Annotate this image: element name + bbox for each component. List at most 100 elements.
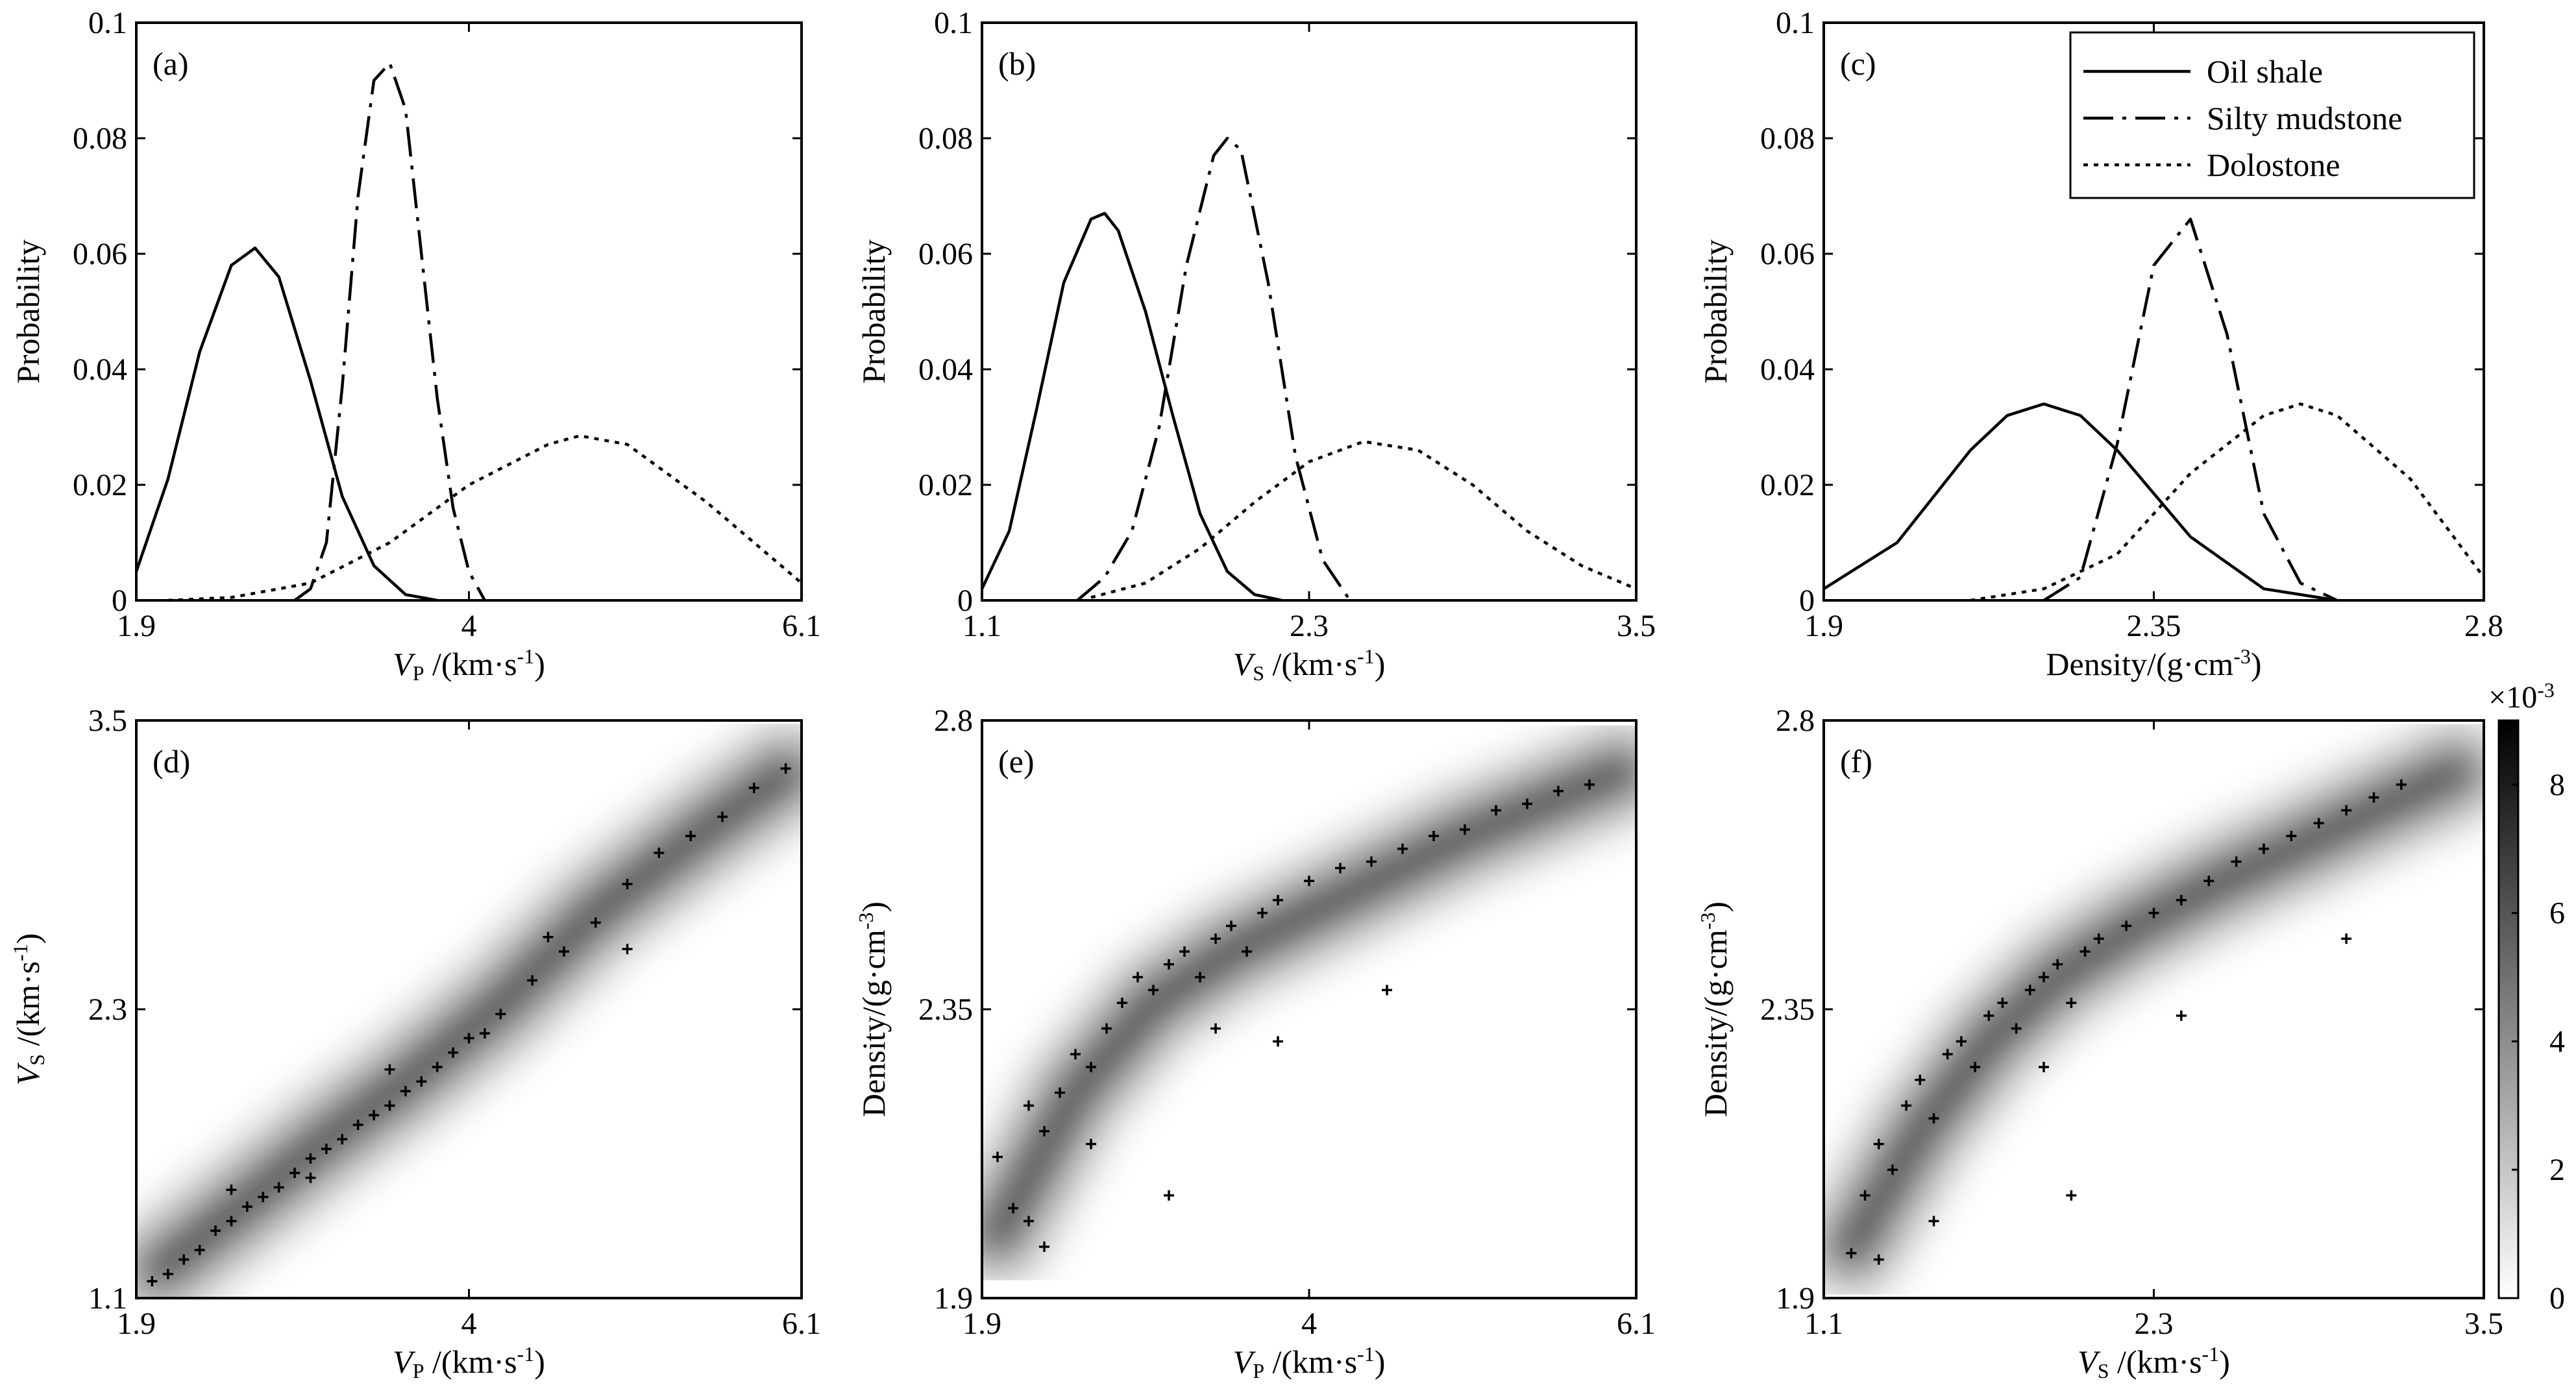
- scatter-point: [1086, 1062, 1096, 1072]
- series-line-oil-shale: [980, 212, 1282, 602]
- scatter-point: [2093, 933, 2104, 944]
- x-tick-label: 1.9: [1804, 609, 1843, 643]
- y-tick-label: 0.1: [934, 6, 973, 40]
- panel-c: 1.9 2.35 2.8 0 0.02 0.04 0.06 0.08 0.1 Density/(g…: [1697, 6, 2503, 682]
- scatter-point: [162, 1268, 173, 1279]
- scatter-point: [273, 1182, 284, 1193]
- y-axis-label: Probability: [855, 239, 892, 384]
- scatter-point: [1491, 805, 1501, 816]
- scatter-point: [305, 1153, 316, 1164]
- scatter-point: [1086, 1138, 1096, 1149]
- plot-layer: 1.9 4 6.1 0 0.02 0.04 0.06 0.08 0.1 VP /(km·s-1) P…: [8, 6, 2565, 1382]
- scatter-point: [258, 1192, 269, 1203]
- scatter-point: [432, 1062, 443, 1072]
- scatter-point: [321, 1144, 332, 1155]
- scatter-point: [1148, 985, 1159, 996]
- x-tick-label: 6.1: [782, 609, 821, 643]
- y-tick-label: 0: [1799, 583, 1815, 618]
- y-tick-label: 0.04: [73, 352, 127, 387]
- y-tick-label: 2.3: [88, 992, 127, 1027]
- scatter-point: [1195, 972, 1205, 983]
- y-tick-label: 2.8: [1776, 704, 1815, 738]
- scatter-point: [1942, 1049, 1953, 1060]
- scatter-point: [384, 1100, 395, 1111]
- x-tick-label: 2.3: [1290, 609, 1329, 643]
- scatter-point: [1257, 907, 1268, 918]
- legend-entry: Dolostone: [2207, 147, 2340, 183]
- scatter-point: [1382, 985, 1392, 996]
- scatter-point: [495, 1009, 506, 1020]
- colorbar-bar: [2497, 719, 2520, 1299]
- x-tick-label: 6.1: [782, 1307, 821, 1341]
- scatter-point: [2259, 843, 2269, 854]
- scatter-point: [1859, 1190, 1871, 1201]
- scatter-point: [780, 763, 791, 774]
- scatter-point: [1873, 1138, 1884, 1149]
- scatter-point: [1366, 856, 1377, 867]
- scatter-point: [1024, 1216, 1034, 1227]
- y-tick-label: 2.35: [918, 992, 973, 1027]
- plot-frame: [135, 21, 803, 602]
- density-blur: [136, 720, 802, 1298]
- y-tick-label: 0.04: [1760, 352, 1815, 387]
- panel-label: (c): [1840, 45, 1876, 82]
- y-tick-label: 0.06: [1760, 237, 1815, 271]
- scatter-point: [147, 1276, 158, 1287]
- y-axis-label: Density/(g·cm-3): [1696, 902, 1734, 1117]
- scatter-point: [1928, 1113, 1939, 1124]
- scatter-point: [685, 831, 696, 841]
- scatter-point: [1997, 998, 2008, 1009]
- scatter-point: [558, 946, 569, 957]
- scatter-point: [1887, 1164, 1898, 1175]
- scatter-point: [369, 1110, 380, 1121]
- scatter-point: [1429, 831, 1439, 841]
- scatter-point: [1928, 1216, 1939, 1227]
- x-axis-label: VP /(km·s-1): [393, 1342, 545, 1382]
- x-tick-label: 4: [1301, 1307, 1317, 1341]
- series-line-oil-shale: [1822, 402, 2338, 602]
- y-axis-label: Probability: [10, 239, 46, 384]
- scatter-point: [2066, 1190, 2077, 1201]
- scatter-point: [1915, 1074, 1926, 1085]
- scatter-point: [2121, 920, 2132, 931]
- density-blur: [1824, 720, 2484, 1298]
- scatter-point: [1273, 1036, 1283, 1047]
- scatter-point: [416, 1076, 427, 1087]
- scatter-point: [717, 811, 728, 822]
- scatter-point: [1956, 1036, 1967, 1047]
- scatter-point: [226, 1185, 237, 1196]
- y-tick-label: 1.9: [934, 1281, 973, 1316]
- scatter-point: [2066, 998, 2077, 1009]
- density-group: [1824, 720, 2484, 1298]
- scatter-point: [2313, 818, 2324, 829]
- scatter-point: [622, 944, 633, 955]
- y-tick-label: 0.02: [1760, 468, 1815, 502]
- y-axis-label: VS /(km·s-1): [8, 933, 49, 1086]
- series-line-dolostone: [1970, 402, 2485, 602]
- colorbar: 0 2 4 6 8 ×10-3: [2488, 678, 2565, 1316]
- scatter-point: [543, 931, 554, 942]
- y-tick-label: 0.06: [73, 237, 127, 271]
- scatter-point: [2341, 805, 2352, 816]
- x-tick-label: 3.5: [1617, 609, 1656, 643]
- series-line-dolostone: [167, 434, 803, 602]
- scatter-point: [1055, 1087, 1065, 1098]
- y-tick-label: 0.04: [918, 352, 973, 387]
- x-tick-label: 1.9: [963, 1307, 1001, 1341]
- series-line-silty-mudstone: [293, 62, 486, 602]
- scatter-point: [1983, 1010, 1994, 1021]
- scatter-point: [1335, 863, 1345, 874]
- scatter-point: [2024, 985, 2035, 996]
- scatter-point: [992, 1151, 1003, 1162]
- scatter-point: [2341, 933, 2352, 944]
- colorbar-tick-label: 4: [2549, 1024, 2565, 1059]
- panel-e: 1.9 4 6.1 1.9 2.35 2.8 VP /(km·s-1) Density/(g·…: [854, 704, 1656, 1382]
- scatter-point: [1397, 843, 1408, 854]
- y-tick-label: 1.9: [1776, 1281, 1815, 1316]
- y-tick-label: 0.1: [1776, 6, 1815, 40]
- y-tick-label: 0.08: [1760, 121, 1815, 156]
- series-line-silty-mudstone: [1076, 136, 1351, 602]
- x-axis-label: VS /(km·s-1): [1233, 645, 1386, 685]
- scatter-point: [2176, 1010, 2187, 1021]
- scatter-point: [2176, 894, 2187, 905]
